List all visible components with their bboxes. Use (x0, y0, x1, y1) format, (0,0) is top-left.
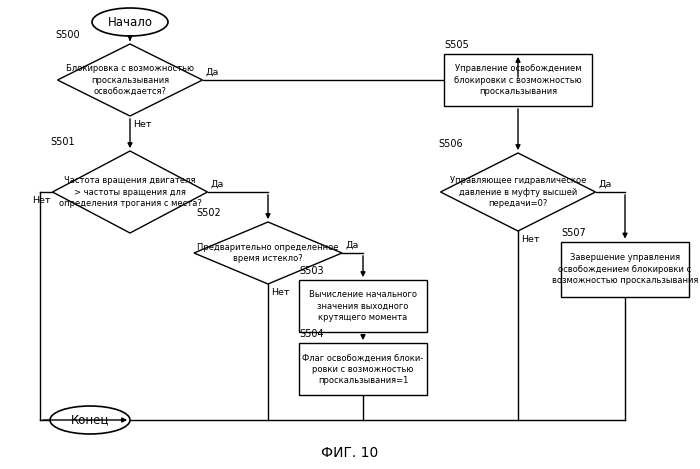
Text: ФИГ. 10: ФИГ. 10 (321, 446, 379, 460)
Text: S503: S503 (299, 266, 323, 276)
Text: Нет: Нет (32, 196, 50, 205)
Text: Да: Да (598, 180, 612, 189)
Text: S501: S501 (50, 137, 75, 147)
Text: Нет: Нет (133, 120, 151, 129)
Bar (299, 280, 427, 332)
Polygon shape (194, 222, 342, 284)
Text: Конец: Конец (71, 414, 109, 426)
Bar (561, 242, 689, 296)
Text: S500: S500 (55, 30, 80, 40)
Text: Да: Да (211, 180, 224, 189)
Polygon shape (57, 44, 202, 116)
Ellipse shape (92, 8, 168, 36)
Text: S505: S505 (444, 40, 469, 50)
Text: Нет: Нет (521, 235, 540, 244)
Text: Вычисление начального
значения выходного
крутящего момента: Вычисление начального значения выходного… (309, 290, 417, 322)
Polygon shape (440, 153, 596, 231)
Text: Завершение управления
освобождением блокировки с
возможностью проскальзывания: Завершение управления освобождением блок… (552, 253, 698, 285)
Text: Управляющее гидравлическое
давление в муфту высшей
передачи=0?: Управляющее гидравлическое давление в му… (450, 176, 586, 208)
Text: Предварительно определенное
время истекло?: Предварительно определенное время истекл… (197, 243, 339, 263)
Ellipse shape (50, 406, 130, 434)
Text: S504: S504 (299, 329, 323, 339)
Text: Управление освобождением
блокировки с возможностью
проскальзывания: Управление освобождением блокировки с во… (454, 64, 582, 96)
Text: Частота вращения двигателя
> частоты вращения для
определения трогания с места?: Частота вращения двигателя > частоты вра… (59, 176, 202, 208)
Text: Да: Да (206, 68, 219, 77)
Text: S507: S507 (561, 227, 586, 237)
Text: Блокировка с возможностью
проскальзывания
освобождается?: Блокировка с возможностью проскальзывани… (66, 64, 194, 96)
Text: Флаг освобождения блоки-
ровки с возможностью
проскальзывания=1: Флаг освобождения блоки- ровки с возможн… (302, 354, 424, 385)
Polygon shape (52, 151, 207, 233)
Text: Начало: Начало (108, 15, 153, 29)
Text: S502: S502 (196, 208, 220, 218)
Bar (299, 343, 427, 395)
Text: Нет: Нет (271, 288, 290, 297)
Bar (444, 54, 592, 106)
Text: S506: S506 (438, 139, 463, 149)
Text: Да: Да (345, 241, 358, 250)
